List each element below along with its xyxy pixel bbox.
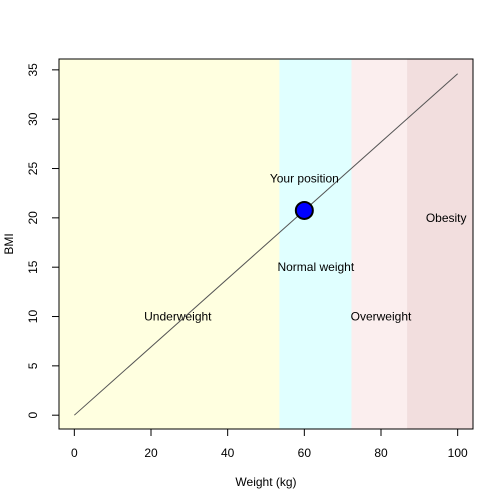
x-tick-label: 60 bbox=[298, 446, 312, 460]
your-position-marker bbox=[294, 200, 314, 220]
x-axis: 0 20 40 60 80 100 bbox=[71, 428, 468, 460]
y-tick-label: 15 bbox=[26, 260, 40, 274]
your-position-label: Your position bbox=[270, 171, 339, 185]
region-normal-weight bbox=[279, 59, 352, 429]
region-label-underweight: Underweight bbox=[144, 310, 212, 324]
y-tick-label: 0 bbox=[26, 412, 40, 419]
y-tick-label: 30 bbox=[26, 112, 40, 126]
region-overweight bbox=[351, 59, 408, 429]
x-axis-label: Weight (kg) bbox=[235, 475, 296, 489]
region-label-overweight: Overweight bbox=[351, 310, 412, 324]
x-tick-label: 20 bbox=[144, 446, 158, 460]
y-tick-label: 10 bbox=[26, 310, 40, 324]
bmi-line bbox=[74, 73, 458, 416]
x-tick-label: 40 bbox=[221, 446, 235, 460]
y-axis: 0 5 10 15 20 25 30 35 bbox=[26, 63, 60, 419]
region-label-normal-weight: Normal weight bbox=[277, 260, 354, 274]
y-tick-label: 20 bbox=[26, 211, 40, 225]
weight-category-regions bbox=[59, 59, 473, 429]
x-tick-label: 80 bbox=[374, 446, 388, 460]
y-tick-label: 25 bbox=[26, 162, 40, 176]
y-tick-label: 35 bbox=[26, 63, 40, 77]
region-labels: Underweight Normal weight Overweight Obesit… bbox=[144, 211, 466, 324]
y-tick-label: 5 bbox=[26, 362, 40, 369]
x-tick-label: 0 bbox=[71, 446, 78, 460]
x-tick-label: 100 bbox=[448, 446, 468, 460]
region-underweight bbox=[59, 59, 280, 429]
region-label-obesity: Obesity bbox=[426, 211, 467, 225]
y-axis-label: BMI bbox=[2, 233, 16, 254]
region-obesity bbox=[407, 59, 473, 429]
